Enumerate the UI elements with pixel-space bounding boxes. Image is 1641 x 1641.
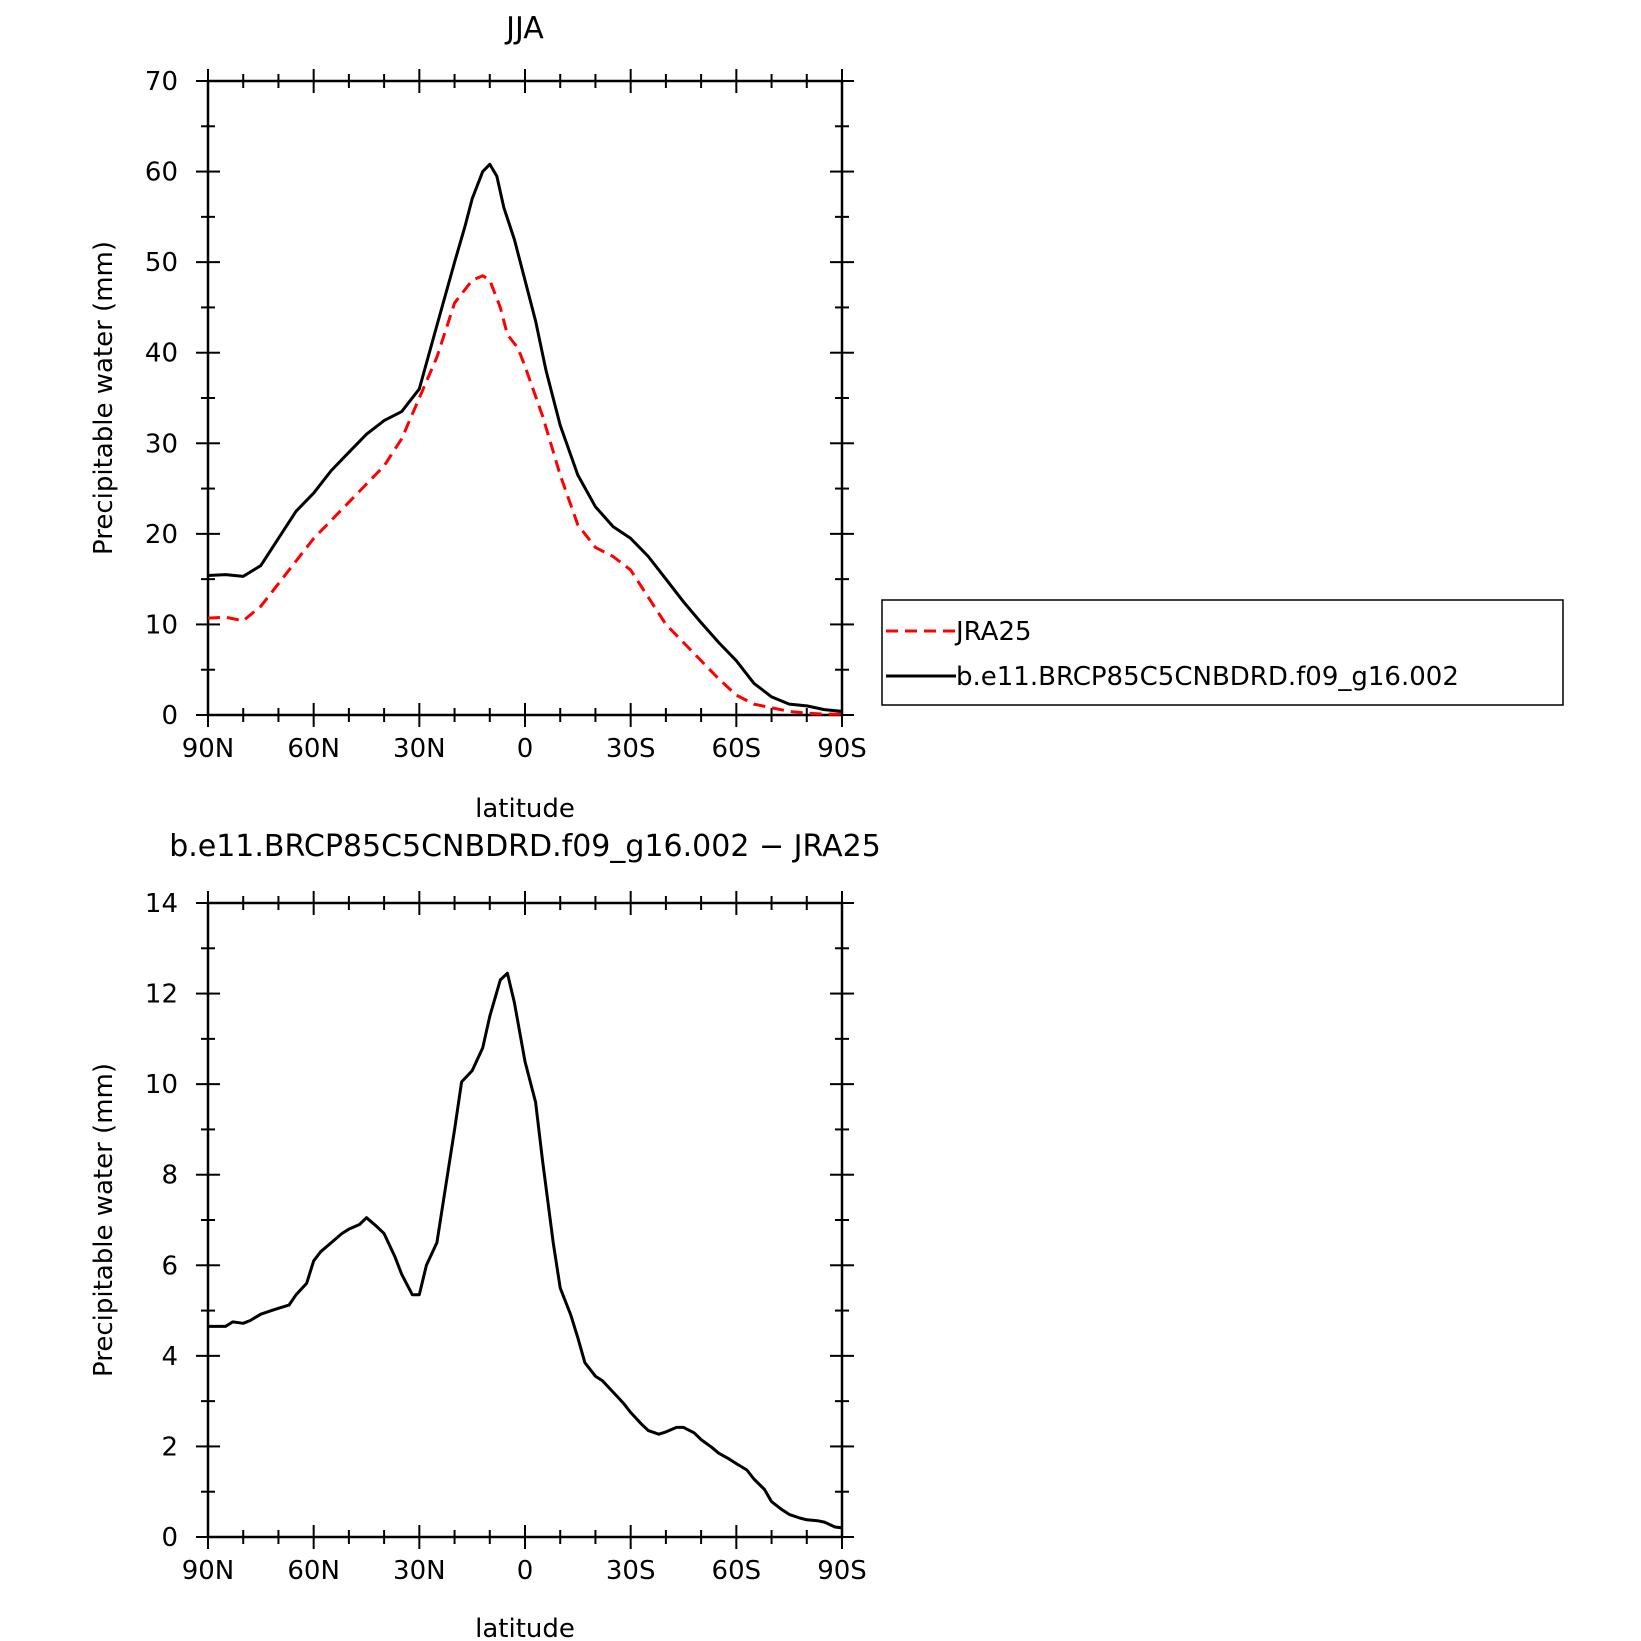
top-y-ticks: 0 10 20 30 40 50 60 70 bbox=[145, 67, 854, 731]
bottom-x-tick-label: 90S bbox=[817, 1556, 867, 1586]
top-x-axis-title: latitude bbox=[475, 794, 575, 824]
top-y-axis-title: Precipitable water (mm) bbox=[89, 241, 119, 555]
top-y-tick-label: 30 bbox=[145, 429, 178, 459]
bottom-y-tick-label: 4 bbox=[161, 1342, 178, 1372]
top-series-lines bbox=[207, 162, 843, 716]
top-y-tick-label: 70 bbox=[145, 67, 178, 97]
bottom-y-ticks: 0 2 4 6 8 10 12 14 bbox=[145, 889, 854, 1553]
top-x-tick-label: 30N bbox=[393, 734, 446, 764]
legend-label-model: b.e11.BRCP85C5CNBDRD.f09_g16.002 bbox=[956, 662, 1459, 692]
top-y-tick-label: 40 bbox=[145, 339, 178, 369]
top-y-tick-label: 60 bbox=[145, 158, 178, 188]
bottom-x-tick-label: 60S bbox=[712, 1556, 762, 1586]
top-x-ticks: 90N 60N 30N 0 30S 60S 90S bbox=[182, 69, 867, 764]
bottom-series-line-0 bbox=[208, 971, 843, 1530]
bottom-series-lines bbox=[208, 971, 843, 1530]
bottom-x-tick-label: 0 bbox=[517, 1556, 534, 1586]
bottom-y-axis-title: Precipitable water (mm) bbox=[89, 1063, 119, 1377]
top-x-tick-label: 90S bbox=[817, 734, 867, 764]
top-y-tick-label: 50 bbox=[145, 248, 178, 278]
top-x-tick-label: 30S bbox=[606, 734, 656, 764]
legend: JRA25 b.e11.BRCP85C5CNBDRD.f09_g16.002 bbox=[881, 599, 1564, 706]
top-series-line-1 bbox=[207, 162, 843, 713]
bottom-x-tick-label: 90N bbox=[182, 1556, 235, 1586]
top-y-tick-label: 10 bbox=[145, 610, 178, 640]
top-panel: JJA 90N 60N 30N 0 30S 60S 90S 010203040506070 … bbox=[89, 11, 867, 824]
top-x-tick-label: 60N bbox=[287, 734, 340, 764]
bottom-y-tick-label: 2 bbox=[161, 1432, 178, 1462]
bottom-y-tick-label: 14 bbox=[145, 889, 178, 919]
top-x-tick-label: 60S bbox=[712, 734, 762, 764]
bottom-x-tick-label: 30N bbox=[393, 1556, 446, 1586]
bottom-y-tick-label: 0 bbox=[161, 1523, 178, 1553]
bottom-y-tick-label: 12 bbox=[145, 980, 178, 1010]
top-y-tick-label: 20 bbox=[145, 520, 178, 550]
bottom-y-tick-label: 6 bbox=[161, 1251, 178, 1281]
bottom-panel: b.e11.BRCP85C5CNBDRD.f09_g16.002 − JRA25… bbox=[89, 829, 881, 1641]
bottom-x-tick-label: 30S bbox=[606, 1556, 656, 1586]
bottom-y-tick-label: 10 bbox=[145, 1070, 178, 1100]
top-plot-frame bbox=[206, 79, 844, 717]
top-panel-title: JJA bbox=[504, 11, 544, 46]
bottom-x-ticks: 90N 60N 30N 0 30S 60S 90S bbox=[182, 891, 867, 1586]
top-series-line-0 bbox=[207, 274, 842, 716]
bottom-y-tick-label: 8 bbox=[161, 1161, 178, 1191]
bottom-x-axis-title: latitude bbox=[475, 1614, 575, 1641]
bottom-plot-frame bbox=[206, 901, 844, 1539]
legend-label-jra25: JRA25 bbox=[954, 617, 1032, 647]
bottom-panel-title: b.e11.BRCP85C5CNBDRD.f09_g16.002 − JRA25 bbox=[169, 829, 881, 864]
bottom-x-tick-label: 60N bbox=[287, 1556, 340, 1586]
legend-box bbox=[881, 599, 1564, 706]
top-y-tick-label: 0 bbox=[161, 701, 178, 731]
top-x-tick-label: 90N bbox=[182, 734, 235, 764]
top-x-tick-label: 0 bbox=[517, 734, 534, 764]
